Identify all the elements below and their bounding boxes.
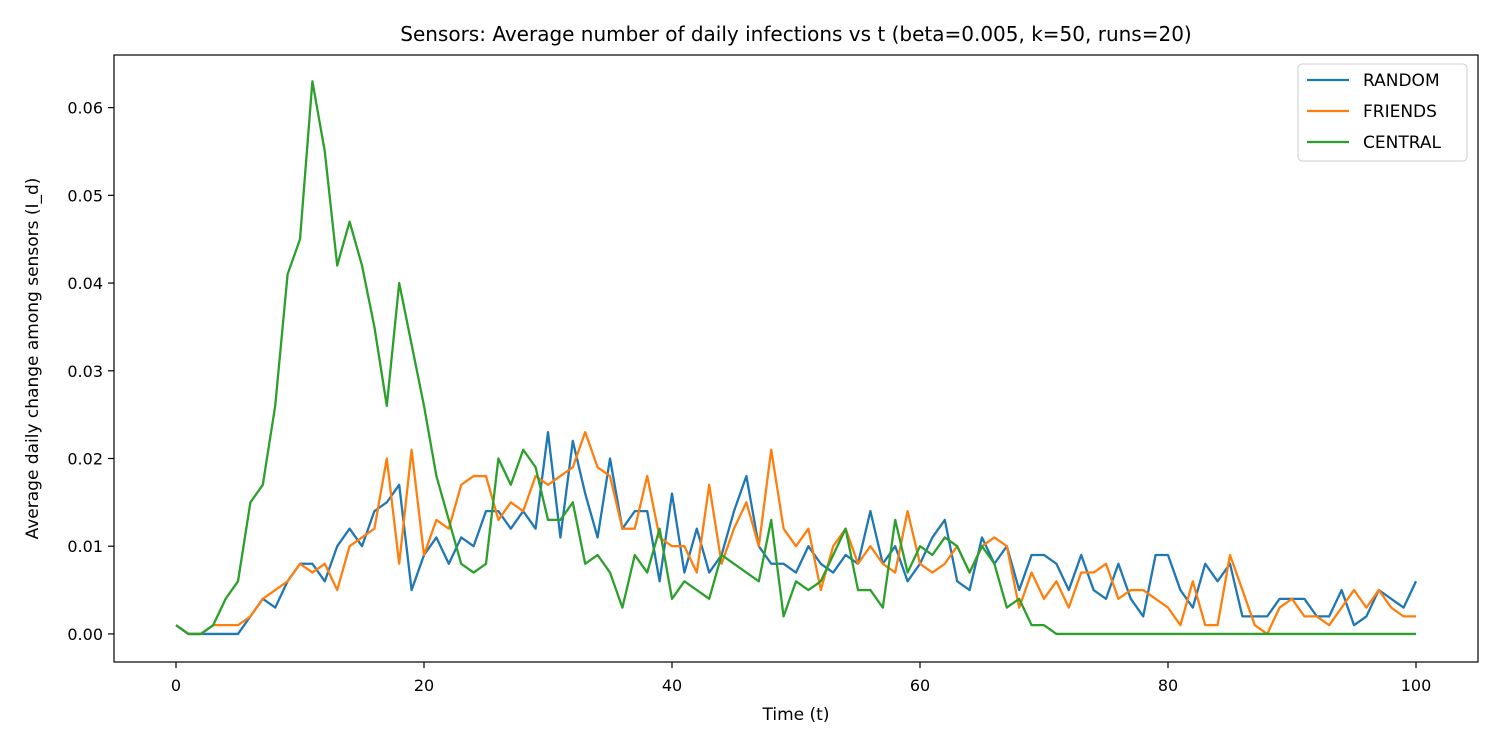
x-tick-label: 0 bbox=[171, 676, 181, 695]
y-tick-label: 0.03 bbox=[67, 362, 103, 381]
x-tick-label: 60 bbox=[910, 676, 930, 695]
series-line-random bbox=[175, 431, 1418, 636]
y-tick-label: 0.04 bbox=[67, 274, 103, 293]
legend-box bbox=[1297, 63, 1468, 162]
x-tick-label: 100 bbox=[1401, 676, 1432, 695]
x-tick-label: 40 bbox=[662, 676, 682, 695]
y-tick-label: 0.02 bbox=[67, 449, 103, 468]
legend-label-central: CENTRAL bbox=[1363, 133, 1441, 153]
plot-area bbox=[175, 80, 1418, 636]
y-tick-label: 0.05 bbox=[67, 186, 103, 205]
legend: RANDOM FRIENDS CENTRAL bbox=[1297, 63, 1468, 162]
legend-label-random: RANDOM bbox=[1363, 71, 1440, 91]
series-line-central bbox=[175, 80, 1416, 636]
series-line-friends bbox=[175, 431, 1416, 636]
x-tick-label: 80 bbox=[1158, 676, 1178, 695]
y-axis: 0.00 0.01 0.02 0.03 0.04 0.05 0.06 bbox=[67, 99, 114, 644]
y-tick-label: 0.06 bbox=[67, 99, 103, 118]
plot-frame bbox=[113, 54, 1479, 663]
x-axis-label: Time (t) bbox=[762, 705, 830, 725]
legend-label-friends: FRIENDS bbox=[1363, 102, 1437, 122]
y-tick-label: 0.01 bbox=[67, 537, 103, 556]
y-axis-label: Average daily change among sensors (I_d) bbox=[23, 178, 43, 540]
chart-title: Sensors: Average number of daily infecti… bbox=[400, 22, 1191, 46]
y-tick-label: 0.00 bbox=[67, 625, 103, 644]
x-axis: 0 20 40 60 80 100 bbox=[171, 662, 1431, 695]
x-tick-label: 20 bbox=[414, 676, 434, 695]
